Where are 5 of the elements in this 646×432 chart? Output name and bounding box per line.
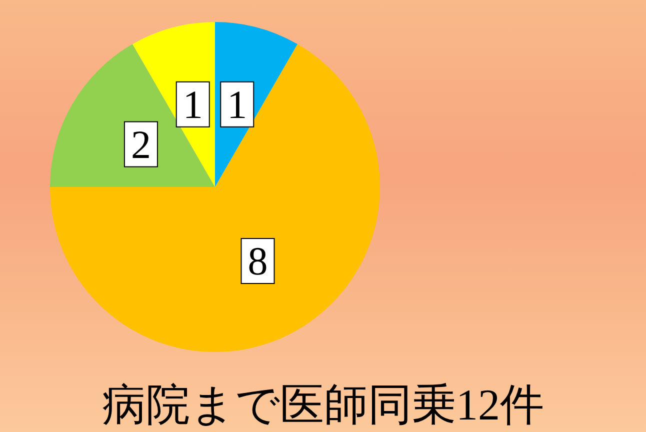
- data-label: 1: [182, 82, 203, 127]
- data-label: 8: [248, 238, 268, 284]
- data-label: 2: [130, 122, 151, 167]
- data-label: 1: [227, 82, 248, 127]
- text: 病院まで医師同乗12件: [102, 380, 544, 430]
